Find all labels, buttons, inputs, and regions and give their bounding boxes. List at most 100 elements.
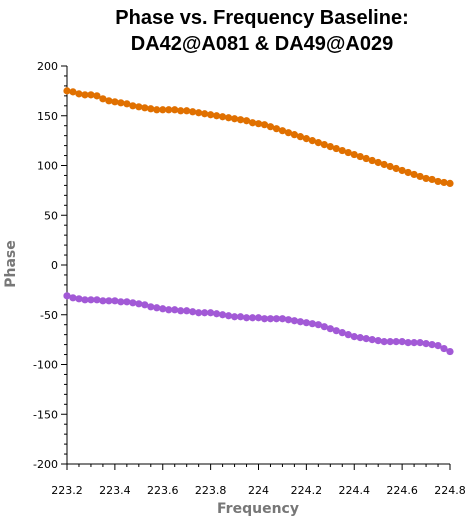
data-point [147,303,155,311]
data-point [218,311,227,319]
data-point [183,107,191,115]
data-point [99,297,107,305]
data-point [344,148,352,157]
data-point [141,104,149,112]
data-point [392,164,400,173]
data-point [171,106,179,114]
data-point [410,339,418,347]
data-series-layer [63,87,454,356]
data-point [69,88,77,96]
data-point [63,292,71,300]
x-tick-label: 223.6 [147,484,179,497]
data-point [374,158,382,167]
x-tick-label: 224.6 [386,484,418,497]
data-point [290,317,299,325]
data-point [177,307,185,315]
data-point [135,300,143,308]
data-point [404,339,412,347]
data-point [248,314,257,322]
data-point [266,123,275,131]
data-point [87,296,95,304]
data-point [248,119,257,127]
data-point [338,329,346,337]
data-point [195,309,203,317]
y-tick-label: 150 [37,110,58,123]
data-point [380,160,388,169]
y-axis-ticks: 200 150 100 50 0 -50 -100 -150 -200 [33,60,67,471]
data-point [260,315,269,323]
data-point [302,319,310,327]
data-point [111,98,119,106]
data-point [398,166,406,175]
data-point [428,341,436,349]
x-tick-label: 224.2 [291,484,323,497]
data-point [320,323,328,331]
x-axis-title: Frequency [217,501,299,517]
data-point [320,141,328,149]
data-point [117,99,125,107]
data-point [224,312,233,320]
data-point [434,177,442,186]
data-point [302,135,310,143]
data-point [272,315,281,323]
data-point [141,301,149,309]
chart-title-line-2: DA42@A081 & DA49@A029 [131,33,393,55]
data-point [165,306,173,314]
data-point [93,92,101,100]
data-point [224,114,233,122]
data-point [308,137,316,145]
data-point [81,91,89,99]
y-tick-label: 100 [37,160,58,173]
data-point [350,333,358,341]
series-2 [63,292,454,356]
data-point [296,133,304,141]
data-point [398,338,406,346]
data-point [284,129,293,137]
data-point [105,97,113,105]
series-1 [63,87,454,188]
y-tick-label: 50 [44,209,58,222]
data-point [207,309,215,317]
data-point [386,162,394,171]
data-point [344,331,352,339]
data-point [338,146,346,155]
data-point [446,347,454,356]
data-point [207,111,215,119]
data-point [254,120,263,128]
y-tick-label: -200 [33,458,58,471]
data-point [374,337,382,345]
x-tick-label: 223.4 [99,484,131,497]
data-point [356,152,364,161]
data-point [332,144,340,153]
y-tick-label: -50 [40,309,58,322]
data-point [368,156,376,165]
data-point [75,295,83,303]
data-point [230,313,239,321]
data-point [368,336,376,344]
data-point [386,338,394,346]
y-tick-label: 0 [51,259,58,272]
data-point [446,179,454,188]
data-point [75,90,83,98]
data-point [314,139,322,147]
data-point [428,175,436,184]
data-point [362,154,370,163]
data-point [189,308,197,316]
data-point [105,297,113,305]
data-point [201,309,209,317]
data-point [153,304,161,312]
data-point [129,102,137,110]
data-point [392,338,400,346]
data-point [350,150,358,159]
data-point [266,315,275,323]
data-point [135,103,143,111]
data-point [93,296,101,304]
data-point [69,294,77,302]
data-point [242,117,251,125]
data-point [254,314,263,322]
data-point [314,321,322,329]
data-point [278,127,287,135]
x-tick-label: 224.8 [434,484,465,497]
data-point [404,168,412,177]
